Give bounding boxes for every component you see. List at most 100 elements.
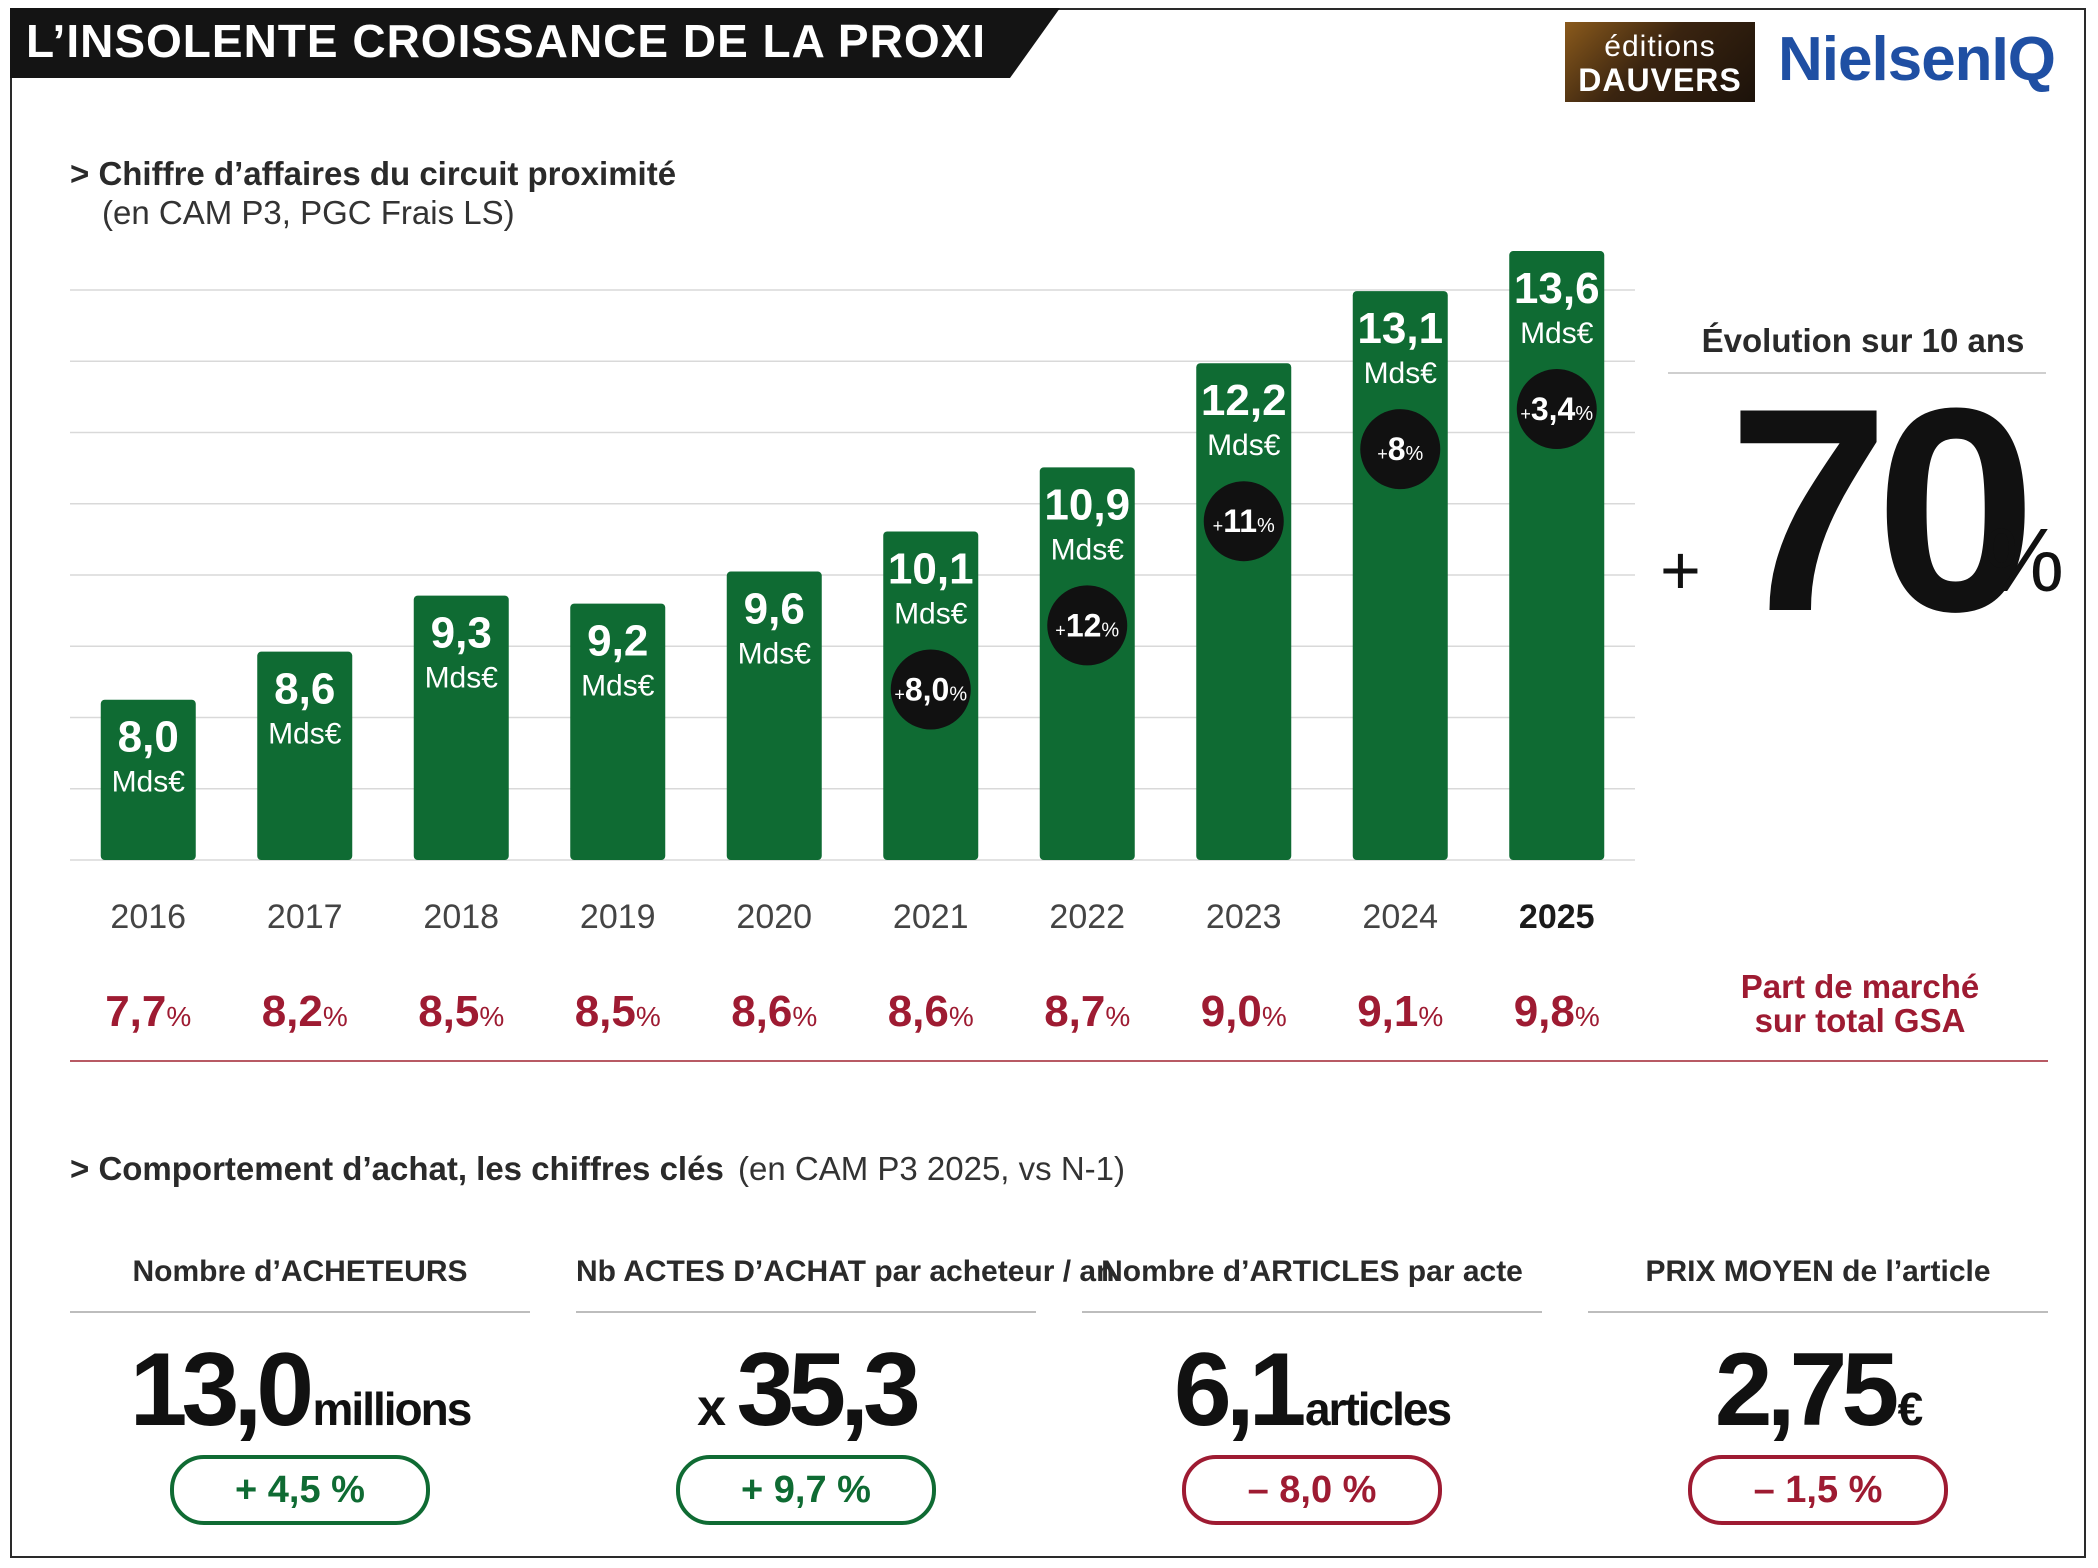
bar-value-label: 8,0 (118, 713, 179, 762)
year-tick-label: 2017 (267, 898, 343, 936)
market-share-label-line1: Part de marché (1740, 968, 1980, 1005)
bar-unit-label: Mds€ (581, 670, 655, 703)
metric-change-badge: – 1,5 % (1688, 1455, 1948, 1525)
bar-unit-label: Mds€ (738, 638, 812, 671)
dauvers-logo-line2: DAUVERS (1578, 62, 1742, 98)
market-share-label-line2: sur total GSA (1754, 1002, 1966, 1039)
growth-label: +8,0% (894, 671, 967, 707)
metric-value: 6,1 (1173, 1332, 1307, 1448)
bar-unit-label: Mds€ (1364, 357, 1438, 390)
metric-value-row: 2,75 € (1588, 1331, 2048, 1448)
metric-unit: € (1897, 1383, 1924, 1435)
metric-value: 2,75 (1714, 1332, 1899, 1448)
bar-value-label: 9,2 (587, 617, 648, 666)
metric-purchase-acts: Nb ACTES D’ACHAT par acheteur / an x 35,… (576, 1255, 1115, 1525)
bar-value-label: 10,9 (1044, 480, 1130, 529)
metric-unit: millions (312, 1383, 473, 1435)
growth-label: +12% (1055, 607, 1119, 643)
bar-value-label: 12,2 (1201, 376, 1287, 425)
growth-badge (1203, 481, 1284, 562)
bar-2018 (413, 595, 509, 860)
section1-title: > Chiffre d’affaires du circuit proximit… (70, 155, 677, 192)
market-share-value: 8,7% (1044, 987, 1130, 1036)
growth-badge (1047, 585, 1128, 666)
metric-buyers: Nombre d’ACHETEURS 13,0 millions + 4,5 % (70, 1255, 530, 1525)
dauvers-logo-line1: éditions (1604, 30, 1716, 63)
market-share-value: 8,2% (262, 987, 348, 1036)
bar-value-label: 9,3 (431, 609, 492, 658)
bar-unit-label: Mds€ (112, 766, 186, 799)
market-share-value: 8,5% (575, 987, 661, 1036)
market-share-value: 8,6% (888, 987, 974, 1036)
year-tick-label: 2021 (893, 898, 969, 936)
bar-value-label: 9,6 (744, 585, 805, 634)
bar-2016 (100, 699, 196, 860)
growth-badge (890, 649, 971, 730)
metric-value-row: 13,0 millions (70, 1331, 530, 1448)
metric-average-price: PRIX MOYEN de l’article 2,75 € – 1,5 % (1588, 1255, 2048, 1525)
metric-label: PRIX MOYEN de l’article (1645, 1255, 1991, 1288)
chart-labels: 8,0 Mds€ 2016 7,7% 8,6 Mds€ 2017 8,2% 9,3 Mds€ 201… (105, 264, 1600, 1036)
year-tick-label: 2024 (1362, 898, 1438, 936)
market-share-value: 8,6% (731, 987, 817, 1036)
bar-2017 (257, 651, 353, 860)
bar-unit-label: Mds€ (268, 718, 342, 751)
year-tick-label: 2022 (1049, 898, 1125, 936)
evolution-percent-sign: % (1984, 511, 2065, 611)
bar-value-label: 10,1 (888, 544, 974, 593)
metric-value: 13,0 (129, 1332, 314, 1448)
growth-label: +3,4% (1520, 391, 1593, 427)
metric-divider (1082, 1311, 1542, 1313)
bar-unit-label: Mds€ (894, 597, 968, 630)
year-tick-label: 2023 (1206, 898, 1282, 936)
evolution-divider (1668, 372, 2046, 374)
evolution-plus-sign: + (1660, 531, 1701, 609)
year-tick-label: 2020 (736, 898, 812, 936)
growth-badge (1516, 369, 1597, 450)
title-banner-shape (10, 8, 1060, 78)
market-share-value: 7,7% (105, 987, 191, 1036)
bar-unit-label: Mds€ (425, 662, 499, 695)
year-tick-label: 2016 (110, 898, 186, 936)
metric-divider (576, 1311, 1036, 1313)
metric-prefix: x (697, 1379, 727, 1437)
metric-value-row: x 35,3 (576, 1331, 1036, 1448)
bar-value-label: 13,6 (1514, 264, 1600, 313)
growth-badge (1360, 409, 1441, 490)
section2-subtitle: (en CAM P3 2025, vs N-1) (738, 1150, 1125, 1187)
metric-change-badge: – 8,0 % (1182, 1455, 1442, 1525)
metric-change-badge: + 4,5 % (170, 1455, 430, 1525)
evolution-title: Évolution sur 10 ans (1701, 322, 2025, 359)
year-tick-label: 2025 (1519, 898, 1595, 936)
metric-label: Nombre d’ACHETEURS (132, 1255, 468, 1288)
bar-value-label: 13,1 (1357, 304, 1443, 353)
metric-divider (70, 1311, 530, 1313)
metric-divider (1588, 1311, 2048, 1313)
bar-unit-label: Mds€ (1207, 429, 1281, 462)
bar-unit-label: Mds€ (1051, 533, 1125, 566)
dauvers-logo: éditions DAUVERS (1565, 22, 1755, 102)
bar-2020 (726, 571, 822, 860)
section1-subtitle: (en CAM P3, PGC Frais LS) (102, 194, 515, 231)
metric-articles: Nombre d’ARTICLES par acte 6,1 articles … (1082, 1255, 1542, 1525)
growth-label: +8% (1377, 431, 1423, 467)
page-title: L’INSOLENTE CROISSANCE DE LA PROXI (26, 15, 987, 67)
year-tick-label: 2019 (580, 898, 656, 936)
title-banner: L’INSOLENTE CROISSANCE DE LA PROXI (10, 8, 1060, 78)
metric-label: Nb ACTES D’ACHAT par acheteur / an (576, 1255, 1115, 1288)
metric-change-badge: + 9,7 % (676, 1455, 936, 1525)
bar-2023 (1196, 363, 1292, 860)
year-tick-label: 2018 (423, 898, 499, 936)
bar-unit-label: Mds€ (1520, 317, 1594, 350)
section2-title: > Comportement d’achat, les chiffres clé… (70, 1150, 724, 1187)
metric-value-row: 6,1 articles (1082, 1331, 1542, 1448)
nielseniq-logo: NielsenIQ (1778, 25, 2056, 94)
market-share-value: 9,0% (1201, 987, 1287, 1036)
market-share-value: 8,5% (418, 987, 504, 1036)
evolution-value: 70 (1728, 348, 2037, 672)
market-share-value: 9,1% (1357, 987, 1443, 1036)
metric-value: 35,3 (736, 1332, 920, 1448)
market-share-label: Part de marché sur total GSA (1700, 970, 2020, 1038)
growth-label: +11% (1213, 503, 1275, 539)
